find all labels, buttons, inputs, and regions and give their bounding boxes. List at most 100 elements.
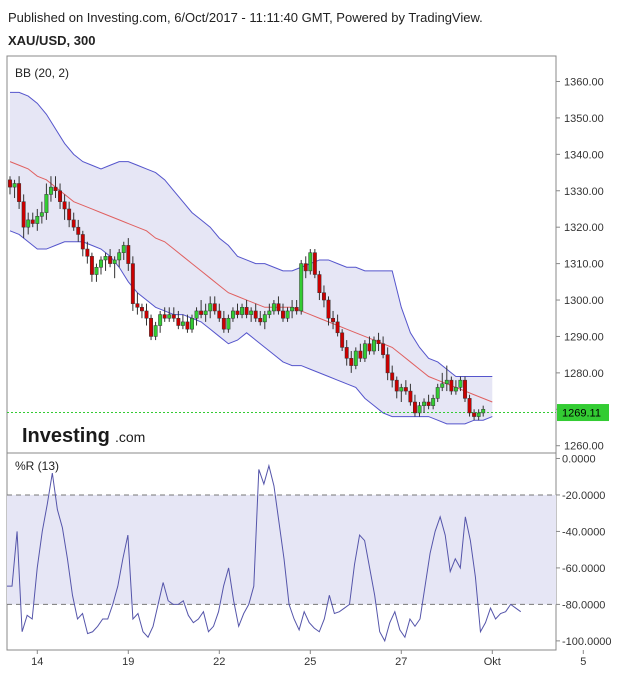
bb-upper-line: [10, 91, 493, 378]
candle-body: [399, 387, 404, 392]
candle-body: [258, 317, 263, 323]
candle-body: [353, 350, 358, 366]
candle-body: [39, 212, 44, 217]
time-tick-label: 25: [304, 656, 316, 668]
candle-body: [235, 310, 240, 315]
candle-body: [121, 245, 126, 253]
candle-body: [262, 314, 267, 323]
candle-body: [358, 350, 363, 359]
candle-body: [194, 310, 199, 319]
time-tick-label: 19: [122, 656, 134, 668]
candle-body: [117, 252, 122, 261]
candle-body: [62, 201, 67, 210]
price-tick-label: 1320.00: [564, 222, 604, 234]
candle-body: [344, 347, 349, 359]
candle-body: [67, 208, 72, 221]
candle-body: [140, 307, 144, 312]
time-tick-label: 14: [31, 656, 43, 668]
price-tick-label: 1350.00: [564, 113, 604, 125]
wr-level-band: [7, 494, 556, 605]
candle-body: [35, 216, 40, 224]
candle-body: [422, 401, 427, 406]
time-tick-label: 22: [213, 656, 225, 668]
bb-indicator-label: BB (20, 2): [15, 66, 69, 80]
candle-body: [417, 405, 422, 414]
candle-body: [167, 314, 172, 319]
candle-body: [349, 358, 354, 366]
candle-body: [135, 303, 140, 308]
candle-body: [331, 317, 336, 323]
last-price-label: 1269.11: [562, 408, 601, 420]
candle-body: [362, 343, 367, 359]
wr-tick-label: -80.0000: [562, 599, 605, 611]
candle-body: [149, 317, 154, 337]
candle-body: [335, 321, 340, 334]
candle-body: [162, 314, 167, 319]
wr-tick-label: -40.0000: [562, 526, 605, 538]
candle-body: [130, 263, 135, 304]
candle-body: [217, 310, 222, 319]
candle-body: [299, 263, 304, 312]
candle-body: [431, 398, 436, 406]
candle-body: [376, 339, 381, 344]
candle-body: [171, 314, 176, 319]
candle-body: [294, 307, 299, 312]
candle-body: [281, 310, 285, 319]
wr-indicator-label: %R (13): [15, 459, 59, 473]
bb-basis-line: [9, 161, 493, 403]
candle-body: [44, 194, 49, 213]
candle-body: [372, 339, 376, 352]
candle-body: [180, 321, 185, 326]
candle-body: [394, 379, 399, 392]
candle-body: [385, 354, 390, 374]
candle-body: [85, 248, 90, 257]
price-layer: [7, 91, 556, 425]
candle-body: [326, 299, 331, 319]
candle-body: [221, 317, 226, 330]
candle-body: [426, 401, 431, 406]
candle-body: [99, 259, 103, 268]
candle-body: [340, 332, 345, 348]
candle-body: [403, 387, 408, 392]
candle-body: [267, 310, 272, 315]
candle-body: [481, 409, 486, 414]
candle-body: [463, 379, 467, 399]
candle-body: [208, 303, 213, 312]
candle-body: [190, 317, 194, 330]
time-tick-label: 5: [580, 656, 586, 668]
candle-body: [21, 201, 26, 228]
wr-tick-label: 0.0000: [562, 453, 596, 465]
bb-lower-line: [9, 230, 493, 425]
candle-body: [476, 412, 481, 417]
price-tick-label: 1260.00: [564, 441, 604, 453]
publish-info: Published on Investing.com, 6/Oct/2017 -…: [8, 10, 483, 25]
candle-body: [126, 245, 131, 264]
candle-body: [317, 274, 322, 293]
candle-body: [444, 379, 449, 385]
wr-tick-label: -60.0000: [562, 563, 605, 575]
wr-tick-label: -20.0000: [562, 490, 605, 502]
last-price-tag: 1269.11: [557, 404, 609, 422]
price-tick-label: 1310.00: [564, 259, 604, 271]
candle-body: [453, 387, 458, 392]
candle-body: [290, 307, 295, 312]
candle-body: [26, 219, 31, 228]
candle-body: [458, 379, 463, 388]
candle-body: [103, 256, 108, 261]
candle-body: [408, 390, 413, 403]
logo-suffix-text: .com: [115, 429, 145, 445]
candle-body: [249, 310, 254, 315]
price-tick-label: 1300.00: [564, 295, 604, 307]
candle-body: [231, 310, 235, 319]
candle-body: [153, 325, 158, 337]
candle-body: [76, 226, 81, 235]
candle-body: [276, 303, 281, 312]
price-tick-label: 1340.00: [564, 149, 604, 161]
candle-body: [71, 219, 76, 228]
candle-body: [203, 310, 208, 315]
candle-body: [80, 234, 85, 250]
candle-body: [30, 219, 35, 224]
candle-body: [472, 412, 477, 417]
candle-body: [158, 314, 163, 326]
